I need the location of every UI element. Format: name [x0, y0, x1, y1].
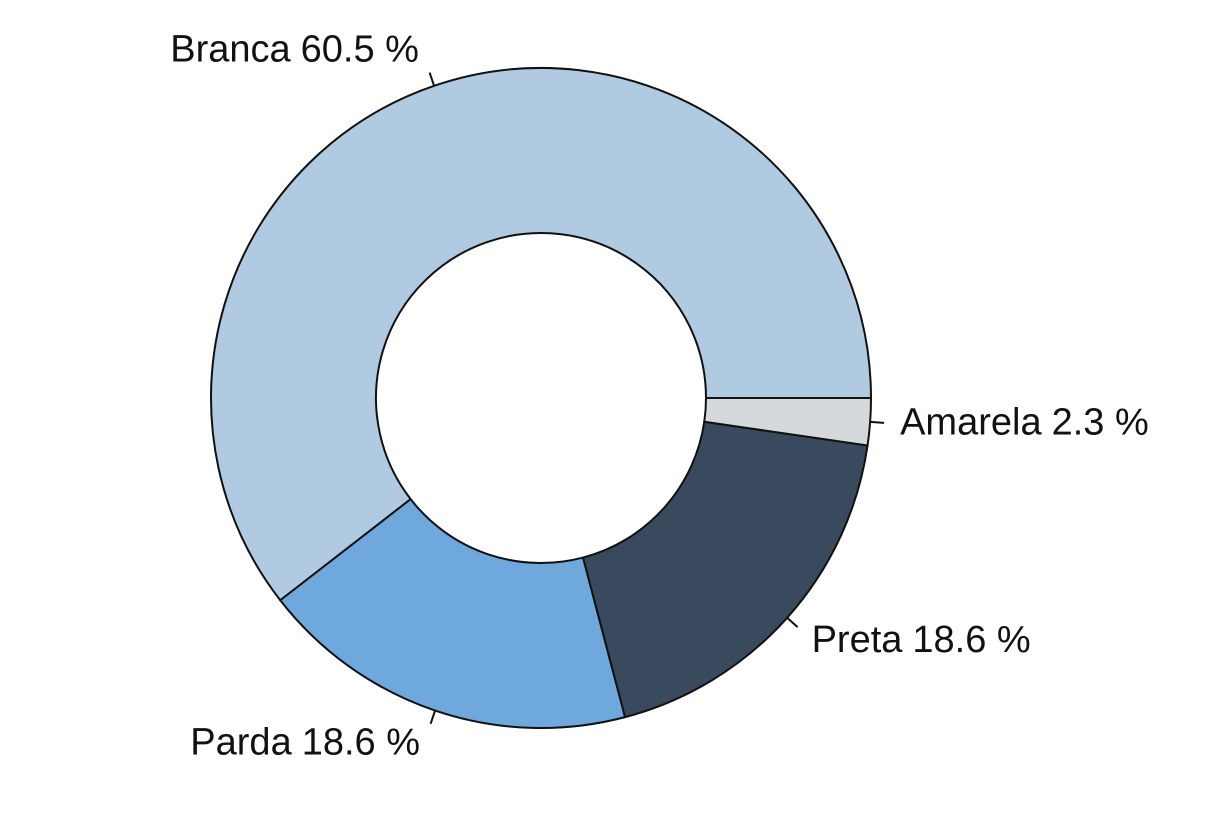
- category-label: Preta: [812, 619, 904, 661]
- category-label: Amarela: [900, 401, 1042, 443]
- slice-label: Preta 18.6 %: [812, 619, 1031, 661]
- category-label: Parda: [190, 722, 292, 764]
- label-tick: [428, 72, 436, 87]
- label-tick: [786, 617, 799, 628]
- slice: [581, 420, 869, 719]
- value-label: 2.3 %: [1052, 401, 1149, 443]
- slice-label: Parda 18.6 %: [190, 722, 420, 764]
- category-label: Branca: [170, 29, 291, 71]
- slice-label: Amarela 2.3 %: [900, 401, 1149, 443]
- slice: [278, 497, 627, 729]
- slice: [703, 397, 873, 447]
- label-tick: [870, 420, 885, 424]
- slice: [210, 67, 873, 602]
- label-tick: [429, 710, 437, 725]
- value-label: 60.5 %: [301, 29, 419, 71]
- value-label: 18.6 %: [912, 619, 1030, 661]
- value-label: 18.6 %: [302, 722, 420, 764]
- slice-label: Branca 60.5 %: [170, 29, 419, 71]
